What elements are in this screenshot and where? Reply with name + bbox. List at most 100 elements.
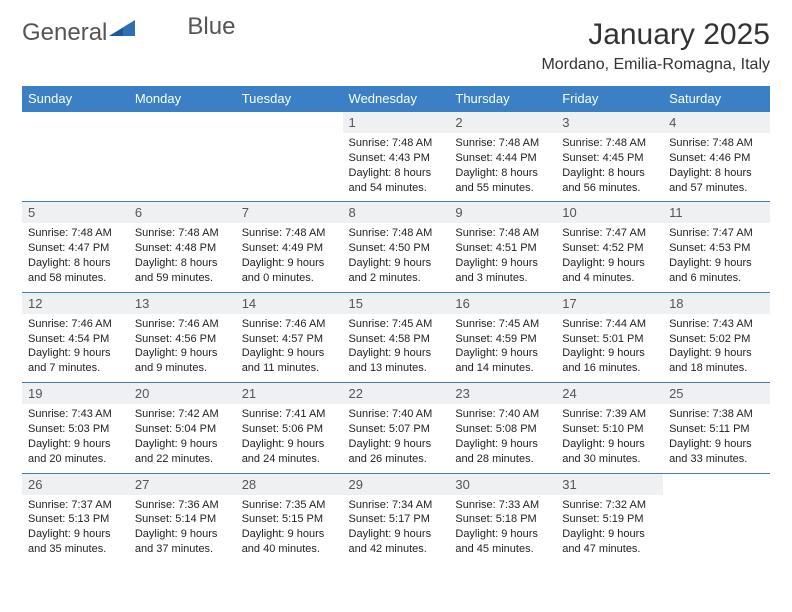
calendar-day-cell: 27Sunrise: 7:36 AMSunset: 5:14 PMDayligh… — [129, 473, 236, 563]
calendar-day-cell: 8Sunrise: 7:48 AMSunset: 4:50 PMDaylight… — [343, 202, 450, 292]
day-details: Sunrise: 7:48 AMSunset: 4:49 PMDaylight:… — [236, 223, 343, 291]
calendar-day-cell: 5Sunrise: 7:48 AMSunset: 4:47 PMDaylight… — [22, 202, 129, 292]
day-number: 1 — [343, 112, 450, 133]
day-details: Sunrise: 7:34 AMSunset: 5:17 PMDaylight:… — [343, 495, 450, 563]
calendar-day-cell: 4Sunrise: 7:48 AMSunset: 4:46 PMDaylight… — [663, 112, 770, 202]
day-number: 11 — [663, 202, 770, 223]
calendar-week-row: ......1Sunrise: 7:48 AMSunset: 4:43 PMDa… — [22, 112, 770, 202]
weekday-header: Monday — [129, 86, 236, 112]
weekday-header: Saturday — [663, 86, 770, 112]
calendar-day-cell: 29Sunrise: 7:34 AMSunset: 5:17 PMDayligh… — [343, 473, 450, 563]
day-number: 3 — [556, 112, 663, 133]
day-number: 12 — [22, 293, 129, 314]
logo-text-1: General — [22, 19, 107, 47]
day-number: 9 — [449, 202, 556, 223]
calendar-day-cell: 9Sunrise: 7:48 AMSunset: 4:51 PMDaylight… — [449, 202, 556, 292]
weekday-header: Tuesday — [236, 86, 343, 112]
day-number: 7 — [236, 202, 343, 223]
day-details: Sunrise: 7:36 AMSunset: 5:14 PMDaylight:… — [129, 495, 236, 563]
day-details: Sunrise: 7:47 AMSunset: 4:52 PMDaylight:… — [556, 223, 663, 291]
day-number: 23 — [449, 383, 556, 404]
day-details: Sunrise: 7:39 AMSunset: 5:10 PMDaylight:… — [556, 404, 663, 472]
day-details: Sunrise: 7:43 AMSunset: 5:02 PMDaylight:… — [663, 314, 770, 382]
day-details: Sunrise: 7:48 AMSunset: 4:46 PMDaylight:… — [663, 133, 770, 201]
calendar-day-cell: 7Sunrise: 7:48 AMSunset: 4:49 PMDaylight… — [236, 202, 343, 292]
day-number: 22 — [343, 383, 450, 404]
day-details: Sunrise: 7:41 AMSunset: 5:06 PMDaylight:… — [236, 404, 343, 472]
logo-triangle-icon — [109, 18, 135, 47]
calendar-day-cell: 11Sunrise: 7:47 AMSunset: 4:53 PMDayligh… — [663, 202, 770, 292]
weekday-header: Friday — [556, 86, 663, 112]
day-details: Sunrise: 7:32 AMSunset: 5:19 PMDaylight:… — [556, 495, 663, 563]
calendar-header-row: SundayMondayTuesdayWednesdayThursdayFrid… — [22, 86, 770, 112]
calendar-day-cell: 15Sunrise: 7:45 AMSunset: 4:58 PMDayligh… — [343, 292, 450, 382]
day-number: 25 — [663, 383, 770, 404]
day-number: 30 — [449, 474, 556, 495]
day-number: 19 — [22, 383, 129, 404]
day-number: 15 — [343, 293, 450, 314]
day-number: 18 — [663, 293, 770, 314]
day-details: Sunrise: 7:33 AMSunset: 5:18 PMDaylight:… — [449, 495, 556, 563]
calendar-day-cell: .. — [22, 112, 129, 202]
calendar-day-cell: 31Sunrise: 7:32 AMSunset: 5:19 PMDayligh… — [556, 473, 663, 563]
day-number: 5 — [22, 202, 129, 223]
day-details: Sunrise: 7:45 AMSunset: 4:58 PMDaylight:… — [343, 314, 450, 382]
day-number: 16 — [449, 293, 556, 314]
calendar-week-row: 12Sunrise: 7:46 AMSunset: 4:54 PMDayligh… — [22, 292, 770, 382]
logo: General Blue — [22, 18, 235, 47]
calendar-day-cell: 22Sunrise: 7:40 AMSunset: 5:07 PMDayligh… — [343, 383, 450, 473]
calendar-day-cell: .. — [663, 473, 770, 563]
calendar-day-cell: .. — [129, 112, 236, 202]
day-number: 29 — [343, 474, 450, 495]
calendar-day-cell: 23Sunrise: 7:40 AMSunset: 5:08 PMDayligh… — [449, 383, 556, 473]
day-details: Sunrise: 7:44 AMSunset: 5:01 PMDaylight:… — [556, 314, 663, 382]
calendar-day-cell: 12Sunrise: 7:46 AMSunset: 4:54 PMDayligh… — [22, 292, 129, 382]
header-right: January 2025 Mordano, Emilia-Romagna, It… — [541, 18, 770, 74]
calendar-day-cell: 6Sunrise: 7:48 AMSunset: 4:48 PMDaylight… — [129, 202, 236, 292]
day-details: Sunrise: 7:37 AMSunset: 5:13 PMDaylight:… — [22, 495, 129, 563]
day-details: Sunrise: 7:48 AMSunset: 4:51 PMDaylight:… — [449, 223, 556, 291]
calendar-day-cell: 2Sunrise: 7:48 AMSunset: 4:44 PMDaylight… — [449, 112, 556, 202]
day-details: Sunrise: 7:46 AMSunset: 4:54 PMDaylight:… — [22, 314, 129, 382]
page-subtitle: Mordano, Emilia-Romagna, Italy — [541, 56, 770, 74]
calendar-day-cell: 28Sunrise: 7:35 AMSunset: 5:15 PMDayligh… — [236, 473, 343, 563]
calendar-day-cell: 18Sunrise: 7:43 AMSunset: 5:02 PMDayligh… — [663, 292, 770, 382]
weekday-header: Thursday — [449, 86, 556, 112]
calendar-day-cell: 25Sunrise: 7:38 AMSunset: 5:11 PMDayligh… — [663, 383, 770, 473]
calendar-week-row: 19Sunrise: 7:43 AMSunset: 5:03 PMDayligh… — [22, 383, 770, 473]
calendar-day-cell: 19Sunrise: 7:43 AMSunset: 5:03 PMDayligh… — [22, 383, 129, 473]
day-details: Sunrise: 7:43 AMSunset: 5:03 PMDaylight:… — [22, 404, 129, 472]
day-number: 31 — [556, 474, 663, 495]
day-number: 14 — [236, 293, 343, 314]
day-details: Sunrise: 7:48 AMSunset: 4:48 PMDaylight:… — [129, 223, 236, 291]
page-title: January 2025 — [541, 18, 770, 52]
calendar-week-row: 26Sunrise: 7:37 AMSunset: 5:13 PMDayligh… — [22, 473, 770, 563]
day-details: Sunrise: 7:40 AMSunset: 5:08 PMDaylight:… — [449, 404, 556, 472]
day-details: Sunrise: 7:46 AMSunset: 4:56 PMDaylight:… — [129, 314, 236, 382]
calendar-day-cell: 26Sunrise: 7:37 AMSunset: 5:13 PMDayligh… — [22, 473, 129, 563]
weekday-header: Sunday — [22, 86, 129, 112]
calendar-day-cell: 21Sunrise: 7:41 AMSunset: 5:06 PMDayligh… — [236, 383, 343, 473]
day-number: 10 — [556, 202, 663, 223]
calendar-day-cell: 1Sunrise: 7:48 AMSunset: 4:43 PMDaylight… — [343, 112, 450, 202]
day-number: 6 — [129, 202, 236, 223]
day-number: 24 — [556, 383, 663, 404]
day-number: 4 — [663, 112, 770, 133]
calendar-day-cell: 24Sunrise: 7:39 AMSunset: 5:10 PMDayligh… — [556, 383, 663, 473]
day-details: Sunrise: 7:48 AMSunset: 4:47 PMDaylight:… — [22, 223, 129, 291]
day-number: 20 — [129, 383, 236, 404]
day-number: 26 — [22, 474, 129, 495]
day-details: Sunrise: 7:48 AMSunset: 4:45 PMDaylight:… — [556, 133, 663, 201]
day-details: Sunrise: 7:35 AMSunset: 5:15 PMDaylight:… — [236, 495, 343, 563]
calendar-day-cell: 14Sunrise: 7:46 AMSunset: 4:57 PMDayligh… — [236, 292, 343, 382]
day-number: 27 — [129, 474, 236, 495]
day-number: 21 — [236, 383, 343, 404]
day-details: Sunrise: 7:48 AMSunset: 4:44 PMDaylight:… — [449, 133, 556, 201]
calendar-day-cell: 16Sunrise: 7:45 AMSunset: 4:59 PMDayligh… — [449, 292, 556, 382]
day-number: 13 — [129, 293, 236, 314]
topbar: General Blue January 2025 Mordano, Emili… — [22, 18, 770, 74]
calendar-day-cell: 3Sunrise: 7:48 AMSunset: 4:45 PMDaylight… — [556, 112, 663, 202]
day-number: 28 — [236, 474, 343, 495]
logo-text-2: Blue — [187, 13, 235, 41]
calendar-day-cell: 13Sunrise: 7:46 AMSunset: 4:56 PMDayligh… — [129, 292, 236, 382]
